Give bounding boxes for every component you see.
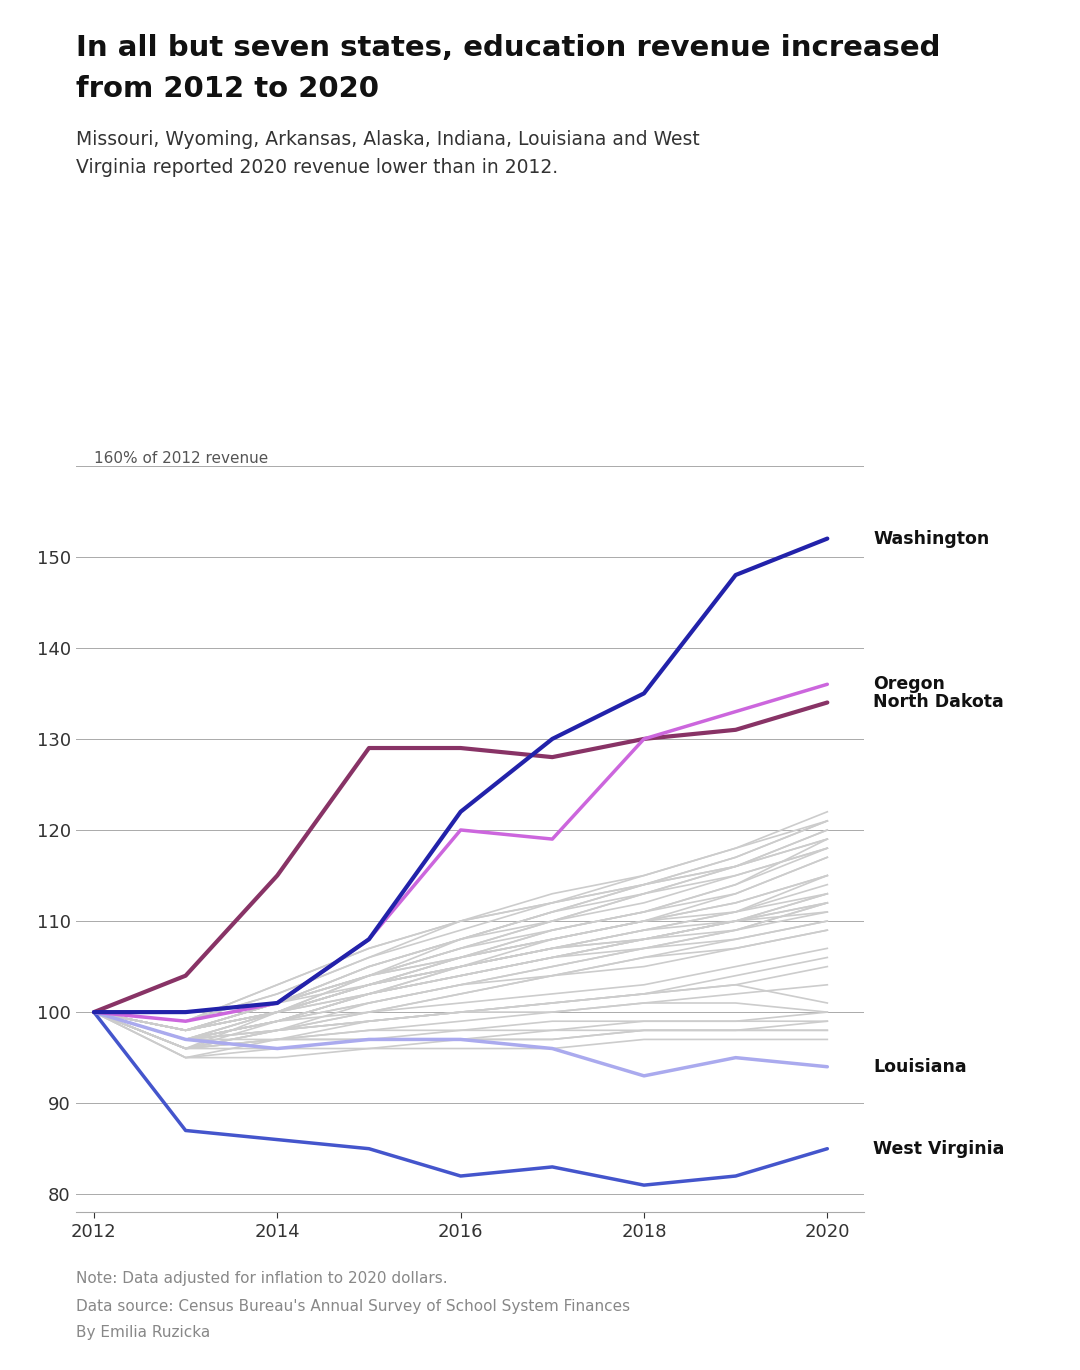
Text: Virginia reported 2020 revenue lower than in 2012.: Virginia reported 2020 revenue lower tha… [76,158,557,177]
Text: By Emilia Ruzicka: By Emilia Ruzicka [76,1325,210,1340]
Text: 160% of 2012 revenue: 160% of 2012 revenue [94,451,268,466]
Text: Data source: Census Bureau's Annual Survey of School System Finances: Data source: Census Bureau's Annual Surv… [76,1299,630,1314]
Text: Note: Data adjusted for inflation to 2020 dollars.: Note: Data adjusted for inflation to 202… [76,1271,447,1286]
Text: North Dakota: North Dakota [873,693,1004,711]
Text: In all but seven states, education revenue increased: In all but seven states, education reven… [76,34,940,62]
Text: from 2012 to 2020: from 2012 to 2020 [76,75,379,103]
Text: West Virginia: West Virginia [873,1140,1004,1158]
Text: Washington: Washington [873,530,989,548]
Text: Oregon: Oregon [873,675,945,693]
Text: Louisiana: Louisiana [873,1058,967,1075]
Text: Missouri, Wyoming, Arkansas, Alaska, Indiana, Louisiana and West: Missouri, Wyoming, Arkansas, Alaska, Ind… [76,130,700,149]
